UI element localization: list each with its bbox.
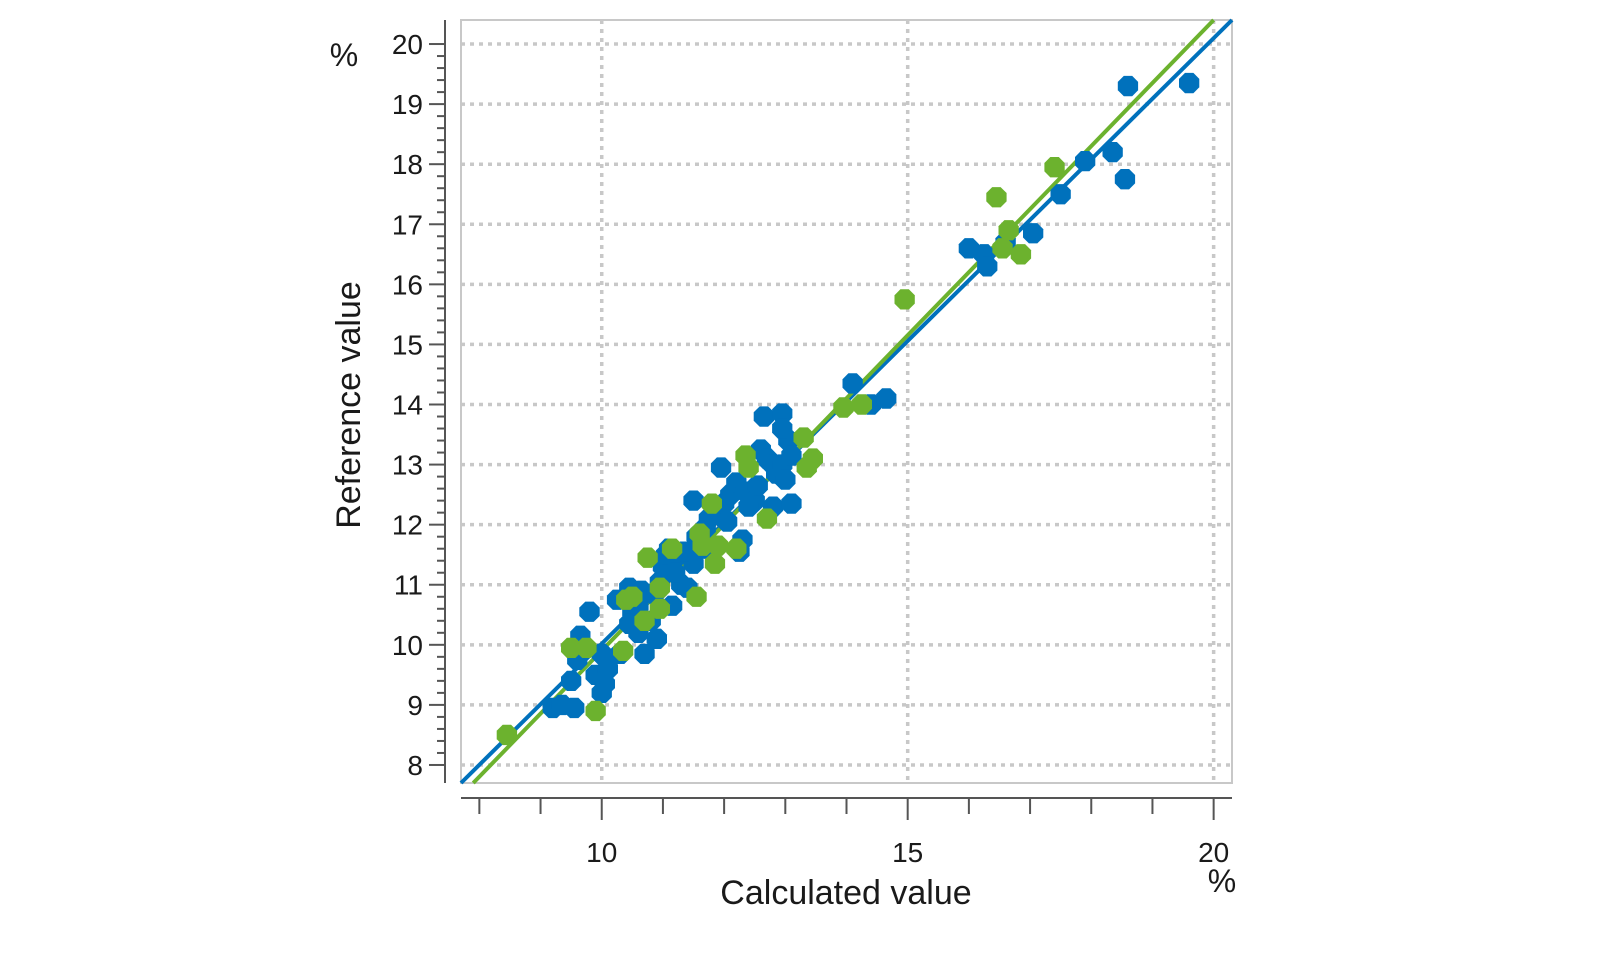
data-point — [576, 637, 597, 658]
y-tick-label: 8 — [407, 750, 423, 781]
data-point — [726, 538, 747, 559]
data-point — [1050, 184, 1071, 205]
y-tick-label: 15 — [392, 329, 423, 360]
y-tick-label: 20 — [392, 29, 423, 60]
data-point — [692, 535, 713, 556]
data-point — [634, 610, 655, 631]
y-tick-label: 18 — [392, 149, 423, 180]
grid — [461, 20, 1232, 783]
x-unit-label: % — [1208, 863, 1236, 899]
data-point — [793, 427, 814, 448]
data-point — [686, 586, 707, 607]
data-point — [613, 640, 634, 661]
data-point — [665, 562, 686, 583]
data-point — [646, 628, 667, 649]
data-point — [704, 553, 726, 574]
data-point — [637, 547, 658, 568]
y-tick-label: 16 — [392, 269, 423, 300]
y-axis-label: Reference value — [330, 281, 368, 529]
data-points — [496, 72, 1200, 746]
y-tick-label: 17 — [392, 209, 423, 240]
data-point — [781, 445, 802, 466]
x-axis-label: Calculated value — [720, 874, 971, 912]
data-point — [1010, 244, 1032, 265]
data-point — [1114, 169, 1136, 190]
data-point — [564, 697, 585, 719]
y-tick-label: 19 — [392, 89, 423, 120]
data-point — [986, 187, 1007, 208]
data-point — [496, 724, 518, 746]
data-point — [634, 643, 655, 664]
axes — [429, 20, 1232, 820]
data-point — [781, 493, 802, 514]
data-point — [738, 496, 759, 517]
data-point — [753, 406, 775, 427]
data-point — [1179, 72, 1200, 94]
data-point — [579, 601, 600, 622]
data-point — [977, 256, 998, 277]
data-point — [992, 238, 1013, 259]
data-point — [1102, 142, 1123, 163]
data-point — [1044, 157, 1065, 178]
data-point — [661, 538, 683, 559]
data-point — [1117, 75, 1139, 97]
plot-frame — [460, 19, 1233, 784]
y-tick-label: 14 — [392, 390, 423, 421]
data-point — [958, 238, 979, 259]
data-point — [894, 289, 915, 310]
data-point — [998, 220, 1019, 241]
data-point — [842, 373, 863, 394]
x-tick-label: 10 — [586, 837, 617, 868]
data-point — [772, 403, 793, 424]
y-tick-label: 9 — [407, 690, 423, 721]
y-tick-label: 11 — [394, 570, 423, 601]
data-point — [775, 469, 796, 490]
y-unit-label: % — [330, 37, 358, 73]
data-point — [591, 643, 612, 664]
data-point — [833, 397, 854, 418]
data-point — [756, 508, 778, 529]
y-tick-label: 13 — [392, 450, 423, 481]
data-point — [707, 535, 729, 556]
data-point — [683, 490, 704, 511]
data-point — [649, 598, 670, 619]
data-point — [747, 475, 768, 496]
data-point — [649, 577, 670, 598]
data-point — [772, 418, 793, 439]
data-point — [619, 613, 640, 634]
data-point — [561, 637, 582, 658]
tick-labels: 8 9 10 11 12 13 14 15 16 17 18 19 20 10 15 20 — [392, 29, 1229, 868]
data-point — [710, 457, 732, 478]
data-point — [561, 670, 582, 691]
data-point — [851, 394, 872, 415]
data-point — [876, 388, 897, 409]
y-tick-label: 10 — [392, 630, 423, 661]
data-point — [717, 511, 738, 532]
y-tick-label: 12 — [392, 510, 423, 541]
x-tick-label: 15 — [892, 837, 923, 868]
data-point — [738, 457, 759, 478]
data-point — [1075, 151, 1096, 172]
data-point — [1023, 223, 1044, 244]
x-tick-label: 20 — [1198, 837, 1229, 868]
data-point — [585, 700, 606, 722]
data-point — [701, 493, 722, 514]
data-point — [802, 448, 823, 469]
data-point — [622, 586, 643, 607]
